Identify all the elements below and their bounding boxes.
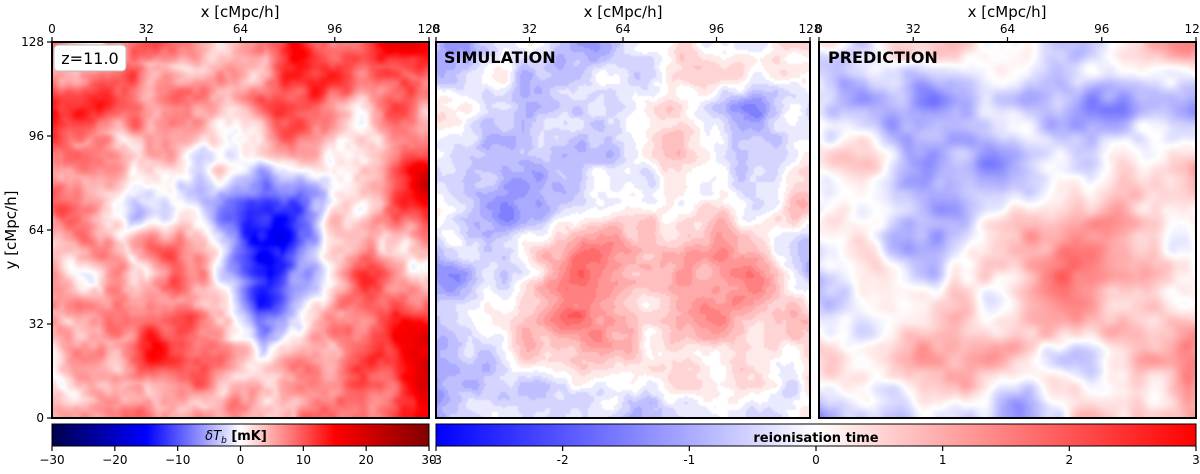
colorbar-tick-label: 0 bbox=[812, 453, 820, 467]
colorbar-tick-label: 0 bbox=[237, 453, 245, 467]
panel-middle: SIMULATION bbox=[435, 41, 811, 419]
colorbar-tick-label: 1 bbox=[939, 453, 947, 467]
x-tick-label: 0 bbox=[815, 22, 823, 36]
colorbar-tick-label: 20 bbox=[359, 453, 374, 467]
colorbar-temperature: δTb [mK] bbox=[51, 423, 430, 447]
colorbar-tick-label: -2 bbox=[557, 453, 569, 467]
x-tick-label: 32 bbox=[139, 22, 154, 36]
x-tick-label: 64 bbox=[233, 22, 248, 36]
colorbar-reionisation-label: reionisation time bbox=[753, 431, 878, 446]
y-axis-title: y [cMpc/h] bbox=[2, 191, 20, 270]
y-tick-label: 64 bbox=[29, 223, 44, 237]
x-tick-label: 96 bbox=[327, 22, 342, 36]
colorbar-tick-label: −30 bbox=[39, 453, 64, 467]
simulation-label: SIMULATION bbox=[444, 48, 556, 67]
colorbar-tick-label: −10 bbox=[165, 453, 190, 467]
colorbar-tick-label: 30 bbox=[421, 453, 436, 467]
simulation-map bbox=[436, 42, 810, 418]
x-axis-title-right: x [cMpc/h] bbox=[968, 3, 1047, 21]
x-tick-label: 32 bbox=[906, 22, 921, 36]
prediction-map bbox=[819, 42, 1196, 418]
x-tick-label: 64 bbox=[1000, 22, 1015, 36]
x-tick-label: 128 bbox=[799, 22, 822, 36]
colorbar-tick-label: 3 bbox=[1192, 453, 1200, 467]
x-tick-label: 0 bbox=[432, 22, 440, 36]
temperature-map bbox=[52, 42, 429, 418]
colorbar-tick-label: −20 bbox=[102, 453, 127, 467]
x-tick-label: 96 bbox=[1094, 22, 1109, 36]
y-tick-label: 96 bbox=[29, 129, 44, 143]
x-tick-label: 0 bbox=[48, 22, 56, 36]
x-tick-label: 96 bbox=[709, 22, 724, 36]
colorbar-tick-label: 10 bbox=[296, 453, 311, 467]
panel-left: z=11.0 bbox=[51, 41, 430, 419]
prediction-label: PREDICTION bbox=[828, 48, 938, 67]
redshift-label: z=11.0 bbox=[61, 49, 118, 68]
redshift-label-box bbox=[53, 44, 127, 72]
colorbar-tick-label: 2 bbox=[1066, 453, 1074, 467]
colorbar-tick-label: -3 bbox=[430, 453, 442, 467]
panel-right: PREDICTION bbox=[818, 41, 1197, 419]
y-tick-label: 128 bbox=[21, 35, 44, 49]
colorbar-reionisation: reionisation time bbox=[435, 423, 1197, 447]
x-tick-label: 64 bbox=[615, 22, 630, 36]
axis-ticks: 0326496128032649612803264961280326496128… bbox=[21, 22, 1200, 467]
colorbar-temperature-label: δTb [mK] bbox=[205, 429, 267, 446]
y-tick-label: 32 bbox=[29, 317, 44, 331]
colorbar-temperature-bar bbox=[51, 423, 430, 447]
x-axis-title-left: x [cMpc/h] bbox=[201, 3, 280, 21]
y-tick-label: 0 bbox=[36, 411, 44, 425]
x-tick-label: 128 bbox=[1185, 22, 1200, 36]
colorbar-tick-label: -1 bbox=[683, 453, 695, 467]
colorbar-reionisation-bar bbox=[435, 423, 1197, 447]
x-tick-label: 128 bbox=[418, 22, 441, 36]
x-axis-title-middle: x [cMpc/h] bbox=[584, 3, 663, 21]
x-tick-label: 32 bbox=[522, 22, 537, 36]
